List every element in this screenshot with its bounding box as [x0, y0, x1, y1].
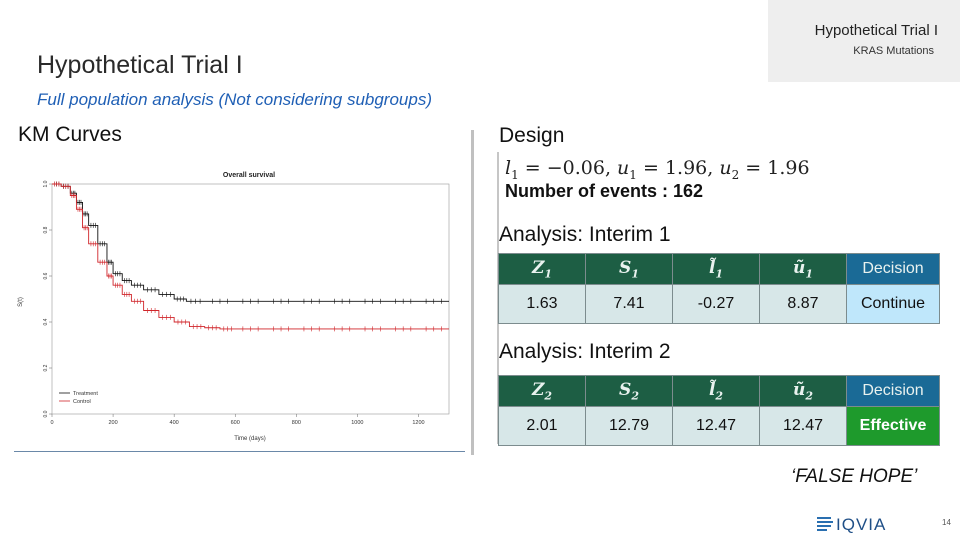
analysis1-header-s: S1	[585, 253, 673, 285]
analysis1-value-u: 8.87	[759, 284, 847, 324]
page-number: 14	[942, 518, 951, 527]
analysis2-header-s: S2	[585, 375, 673, 407]
page-title: Hypothetical Trial I	[37, 51, 243, 79]
analysis1-header-l: l̃1	[672, 253, 760, 285]
analysis2-value-z: 2.01	[498, 406, 586, 446]
iqvia-logo-text: IQVIA	[836, 515, 886, 534]
analysis1-title: Analysis: Interim 1	[499, 223, 671, 246]
analysis2-value-s: 12.79	[585, 406, 673, 446]
x-tick-label: 1200	[412, 420, 424, 426]
header-tag-box: Hypothetical Trial I KRAS Mutations	[768, 0, 960, 82]
analysis1-value-z: 1.63	[498, 284, 586, 324]
analysis2-header-l: l̃2	[672, 375, 760, 407]
km-line-treatment	[52, 183, 449, 302]
y-tick-label: 0.6	[43, 272, 49, 279]
iqvia-logo: IQVIA	[817, 515, 886, 534]
tag-title: Hypothetical Trial I	[814, 22, 938, 39]
x-tick-label: 800	[292, 420, 301, 426]
analysis2-header-decision: Decision	[846, 375, 940, 407]
analysis2-value-l: 12.47	[672, 406, 760, 446]
y-tick-label: 0.0	[43, 410, 49, 417]
km-chart: Overall survival 0 200 400 600 800 1000 1200 0.…	[18, 172, 450, 442]
iqvia-logo-mark	[817, 517, 833, 531]
x-tick-label: 600	[231, 420, 240, 426]
analysis1-decision: Continue	[846, 284, 940, 324]
x-tick-label: 0	[50, 420, 53, 426]
u1-value: 1.96	[664, 157, 708, 179]
analysis1-header-row: Z1 S1 l̃1 ũ1 Decision	[498, 253, 940, 285]
page-subtitle: Full population analysis (Not considerin…	[37, 90, 432, 109]
km-section-title: KM Curves	[18, 123, 122, 146]
u2-value: 1.96	[767, 157, 810, 179]
analysis1-value-row: 1.63 7.41 -0.27 8.87 Continue	[498, 284, 940, 324]
analysis2-table: Z2 S2 l̃2 ũ2 Decision 2.01 12.79 12.47 1…	[498, 375, 940, 446]
legend-label-treatment: Treatment	[73, 391, 98, 397]
analysis2-value-row: 2.01 12.79 12.47 12.47 Effective	[498, 406, 940, 446]
analysis1-header-decision: Decision	[846, 253, 940, 285]
km-y-axis-label: S(t)	[18, 297, 24, 307]
km-plot-frame: Overall survival 0 200 400 600 800 1000 1200 0.…	[14, 152, 465, 452]
analysis2-header-row: Z2 S2 l̃2 ũ2 Decision	[498, 375, 940, 407]
analysis1-table: Z1 S1 l̃1 ũ1 Decision 1.63 7.41 -0.27 8.…	[498, 253, 940, 324]
analysis2-value-u: 12.47	[759, 406, 847, 446]
km-x-axis-label: Time (days)	[234, 436, 265, 442]
false-hope-callout: ‘FALSE HOPE’	[791, 466, 918, 487]
analysis1-value-l: -0.27	[672, 284, 760, 324]
km-legend: Treatment Control	[59, 391, 98, 405]
tag-subtitle: KRAS Mutations	[853, 45, 934, 57]
analysis1-header-u: ũ1	[759, 253, 847, 285]
analysis1-header-z: Z1	[498, 253, 586, 285]
vertical-divider	[471, 130, 474, 455]
analysis2-title: Analysis: Interim 2	[499, 340, 671, 363]
km-series-group	[52, 181, 449, 332]
number-of-events: Number of events : 162	[505, 181, 704, 201]
analysis1-value-s: 7.41	[585, 284, 673, 324]
km-plot-border	[51, 183, 450, 415]
km-line-control	[52, 183, 449, 330]
y-tick-label: 0.4	[43, 318, 49, 325]
km-tick-group: 0 200 400 600 800 1000 1200 0.0 0.2 0.4 0.6 0.8 1.0	[43, 180, 425, 426]
design-bounds: l1 = −0.06, u1 = 1.96, u2 = 1.96	[505, 157, 810, 182]
analysis2-decision: Effective	[846, 406, 940, 446]
y-tick-label: 1.0	[43, 180, 49, 187]
y-tick-label: 0.2	[43, 364, 49, 371]
x-tick-label: 1000	[351, 420, 363, 426]
km-plot-title: Overall survival	[223, 172, 275, 179]
y-tick-label: 0.8	[43, 226, 49, 233]
l1-value: −0.06	[546, 157, 605, 179]
design-title: Design	[499, 124, 565, 147]
analysis2-header-z: Z2	[498, 375, 586, 407]
legend-label-control: Control	[73, 399, 91, 405]
x-tick-label: 400	[170, 420, 179, 426]
analysis2-header-u: ũ2	[759, 375, 847, 407]
x-tick-label: 200	[108, 420, 117, 426]
